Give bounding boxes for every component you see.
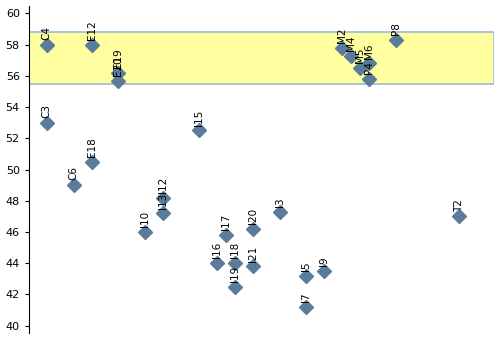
Text: E20: E20 bbox=[114, 56, 124, 76]
Text: I19: I19 bbox=[230, 266, 240, 282]
Text: I3: I3 bbox=[274, 197, 284, 207]
Text: M5: M5 bbox=[355, 48, 365, 63]
Text: T2: T2 bbox=[454, 199, 464, 212]
Text: I21: I21 bbox=[248, 245, 258, 262]
Text: E18: E18 bbox=[86, 137, 97, 157]
Text: I10: I10 bbox=[140, 211, 150, 227]
Text: E12: E12 bbox=[86, 20, 97, 40]
Text: P8: P8 bbox=[391, 22, 401, 35]
Text: I15: I15 bbox=[194, 109, 204, 126]
Bar bbox=[29, 32, 494, 84]
Text: M6: M6 bbox=[364, 43, 374, 59]
Text: I7: I7 bbox=[302, 293, 312, 302]
Text: C4: C4 bbox=[42, 26, 51, 40]
Text: I5: I5 bbox=[302, 261, 312, 271]
Text: I12: I12 bbox=[158, 177, 168, 193]
Text: E19: E19 bbox=[114, 48, 124, 68]
Text: C6: C6 bbox=[68, 166, 78, 180]
Text: I9: I9 bbox=[320, 257, 330, 266]
Text: M4: M4 bbox=[346, 35, 356, 51]
Text: I16: I16 bbox=[212, 242, 222, 259]
Text: I18: I18 bbox=[230, 242, 240, 259]
Text: I20: I20 bbox=[248, 208, 258, 224]
Text: M2: M2 bbox=[337, 27, 347, 43]
Text: P4: P4 bbox=[364, 61, 374, 74]
Text: C3: C3 bbox=[42, 104, 51, 118]
Text: I13: I13 bbox=[158, 192, 168, 208]
Text: I17: I17 bbox=[221, 214, 231, 231]
